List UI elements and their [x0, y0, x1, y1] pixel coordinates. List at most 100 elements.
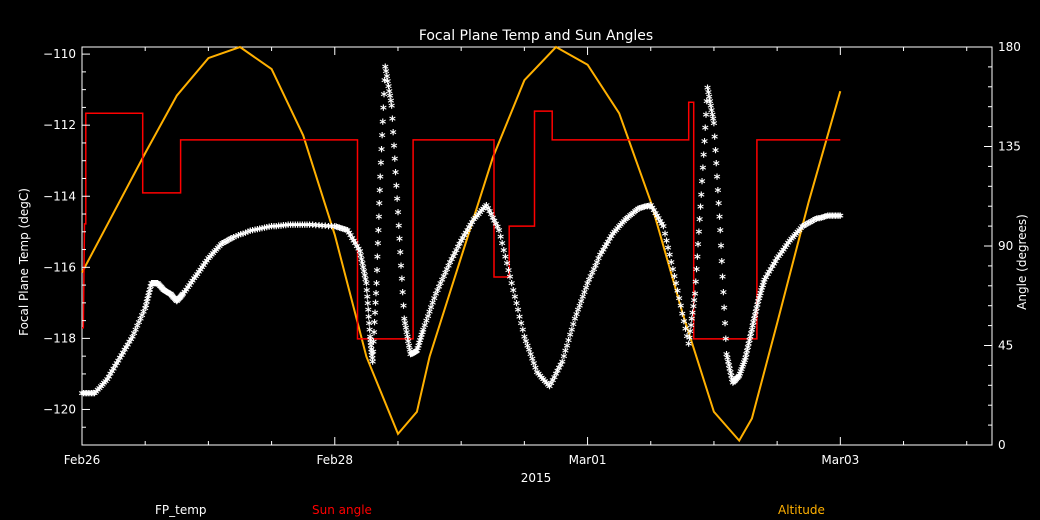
fp-temp-point: * [362, 279, 370, 294]
fp-temp-point: * [539, 375, 547, 390]
fp-temp-point: * [152, 279, 160, 294]
fp-temp-point: * [791, 231, 799, 246]
fp-temp-point: * [162, 287, 170, 302]
fp-temp-point: * [794, 228, 802, 243]
fp-temp-point: * [704, 88, 712, 103]
fp-temp-point: * [752, 308, 760, 323]
fp-temp-point: * [272, 222, 280, 237]
y-left-tick-label: −118 [43, 331, 76, 345]
fp-temp-point: * [780, 245, 788, 260]
fp-temp-point: * [745, 340, 753, 355]
fp-temp-point: * [185, 281, 193, 296]
fp-temp-point: * [702, 110, 710, 125]
y-left-tick-label: −116 [43, 260, 76, 274]
fp-temp-point: * [647, 201, 655, 216]
fp-temp-point: * [206, 252, 214, 267]
fp-temp-point: * [832, 212, 840, 227]
fp-temp-point: * [762, 273, 770, 288]
fp-temp-point: * [588, 268, 596, 283]
fp-temp-point: * [558, 357, 566, 372]
fp-temp-point: * [725, 361, 733, 376]
fp-temp-point: * [448, 255, 456, 270]
fp-temp-point: * [757, 286, 765, 301]
fp-temp-point: * [479, 205, 487, 220]
fp-temp-point: * [413, 347, 421, 362]
fp-temp-point: * [552, 370, 560, 385]
fp-temp-point: * [411, 348, 419, 363]
fp-temp-point: * [576, 301, 584, 316]
fp-temp-point: * [408, 349, 416, 364]
fp-temp-point: * [222, 237, 230, 252]
fp-temp-point: * [181, 288, 189, 303]
fp-temp-point: * [494, 223, 502, 238]
fp-temp-point: * [111, 362, 119, 377]
fp-temp-point: * [204, 254, 212, 269]
fp-temp-point: * [150, 279, 158, 294]
fp-temp-point: * [237, 230, 245, 245]
fp-temp-point: * [234, 231, 242, 246]
fp-temp-point: * [376, 173, 384, 188]
fp-temp-point: * [381, 76, 389, 91]
altitude-line [81, 45, 842, 443]
fp-temp-point: * [789, 233, 797, 248]
fp-temp-point: * [405, 341, 413, 356]
fp-temp-point: * [596, 251, 604, 266]
fp-temp-point: * [384, 77, 392, 92]
fp-temp-point: * [284, 221, 292, 236]
fp-temp-point: * [731, 377, 739, 392]
fp-temp-point: * [658, 220, 666, 235]
fp-temp-point: * [122, 343, 130, 358]
fp-temp-point: * [798, 222, 806, 237]
fp-temp-point: * [724, 357, 732, 372]
fp-temp-point: * [617, 221, 625, 236]
fp-temp-point: * [438, 276, 446, 291]
fp-temp-point: * [759, 281, 767, 296]
fp-temp-point: * [404, 337, 412, 352]
fp-temp-point: * [365, 312, 373, 327]
fp-temp-point: * [705, 93, 713, 108]
fp-temp-point: * [332, 223, 340, 238]
fp-temp-point: * [80, 389, 88, 404]
fp-temp-point: * [296, 221, 304, 236]
fp-temp-point: * [805, 219, 813, 234]
fp-temp-point: * [810, 216, 818, 231]
fp-temp-point: * [754, 297, 762, 312]
fp-temp-point: * [639, 203, 647, 218]
fp-temp-point: * [623, 214, 631, 229]
fp-temp-point: * [446, 258, 454, 273]
fp-temp-point: * [449, 252, 457, 267]
x-axis-title: 2015 [521, 471, 552, 485]
fp-temp-point: * [268, 222, 276, 237]
fp-temp-point: * [331, 222, 339, 237]
fp-temp-point: * [741, 356, 749, 371]
fp-temp-point: * [538, 373, 546, 388]
fp-temp-point: * [340, 225, 348, 240]
fp-temp-point: * [514, 306, 522, 321]
fp-temp-point: * [315, 221, 323, 236]
fp-temp-point: * [318, 221, 326, 236]
fp-temp-point: * [492, 220, 500, 235]
fp-temp-point: * [246, 227, 254, 242]
fp-temp-point: * [227, 235, 235, 250]
fp-temp-point: * [371, 308, 379, 323]
fp-temp-point: * [808, 217, 816, 232]
y-right-tick-label: 180 [998, 40, 1021, 54]
fp-temp-point: * [219, 239, 227, 254]
fp-temp-point: * [200, 261, 208, 276]
fp-temp-point: * [717, 241, 725, 256]
fp-temp-point: * [113, 359, 121, 374]
fp-temp-point: * [664, 244, 672, 259]
fp-temp-point: * [382, 67, 390, 82]
fp-temp-point: * [522, 337, 530, 352]
fp-temp-point: * [411, 348, 419, 363]
fp-temp-point: * [577, 297, 585, 312]
fp-temp-point: * [360, 267, 368, 282]
fp-temp-point: * [291, 221, 299, 236]
fp-temp-point: * [86, 389, 94, 404]
fp-temp-point: * [697, 203, 705, 218]
fp-temp-point: * [380, 90, 388, 105]
fp-temp-point: * [573, 310, 581, 325]
x-tick-label: Feb28 [317, 453, 354, 467]
fp-temp-point: * [370, 338, 378, 353]
fp-temp-point: * [655, 214, 663, 229]
